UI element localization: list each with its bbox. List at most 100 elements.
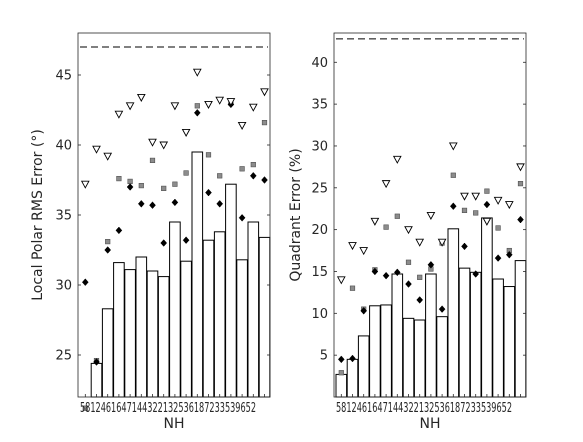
diamond-marker [81, 278, 89, 286]
y-axis-label: Quadrant Error (%) [288, 148, 304, 281]
triangle-marker [192, 68, 202, 77]
diamond-marker [505, 250, 513, 259]
diamond-marker [360, 307, 368, 315]
bar [369, 305, 381, 398]
square-marker [394, 213, 400, 219]
y-tick-label: 30 [311, 139, 328, 154]
triangle-marker [215, 96, 225, 105]
triangle-marker [493, 196, 503, 205]
chart-panel-2: 5 10 15 20 25 30 35 40 5812461647144322132536187… [288, 32, 527, 432]
diamond-marker [205, 188, 212, 197]
square-marker [205, 152, 212, 158]
triangle-marker [426, 211, 436, 220]
bar [402, 317, 415, 398]
square-marker [383, 224, 389, 230]
bar [447, 228, 460, 398]
square-marker [217, 173, 223, 179]
triangle-marker [103, 152, 113, 161]
bar [436, 316, 448, 398]
bar [469, 271, 482, 398]
x-tick-labels: 5812461647144322132536187233539652 [80, 401, 256, 416]
y-tick-label: 10 [311, 307, 328, 322]
diamond-marker [160, 239, 168, 247]
square-marker [473, 210, 479, 216]
x-tick-labels: 5812461647144322132536187233539652 [336, 401, 512, 416]
y-tick-label: 45 [55, 69, 72, 84]
bar [213, 231, 226, 398]
diamond-marker [93, 358, 100, 366]
bar [113, 262, 125, 398]
bar [101, 308, 114, 398]
y-tick-label: 5 [320, 349, 328, 364]
triangle-marker [148, 138, 157, 147]
square-marker [405, 259, 412, 265]
y-tick-label: 35 [55, 209, 72, 224]
diamond-marker [438, 305, 446, 313]
bar [335, 373, 348, 398]
y-tick-label: 40 [55, 139, 72, 154]
diamond-marker [261, 176, 268, 184]
bar [90, 362, 103, 398]
y-tick-label: 25 [55, 349, 72, 364]
diamond-marker [216, 200, 224, 208]
triangle-marker [114, 110, 124, 119]
square-marker [194, 103, 200, 109]
triangle-marker [80, 180, 90, 189]
bar [458, 267, 471, 398]
diamond-marker [461, 242, 468, 251]
diamond-marker [337, 355, 345, 364]
square-marker [450, 172, 456, 178]
x-axis-label: NH [420, 416, 441, 432]
square-marker [183, 170, 189, 176]
square-marker [116, 176, 122, 182]
diamond-marker [149, 201, 156, 209]
diamond-marker [193, 109, 201, 117]
x-axis-label: NH [164, 416, 185, 432]
bar [481, 217, 493, 398]
square-marker [495, 225, 501, 231]
triangle-marker [392, 155, 402, 164]
diamond-marker [238, 214, 246, 222]
triangle-marker [159, 141, 169, 150]
bar [425, 273, 437, 398]
diamond-marker [449, 202, 457, 210]
diamond-marker [126, 183, 134, 191]
triangle-marker [415, 238, 425, 247]
bar [492, 278, 504, 398]
triangle-marker [181, 128, 191, 137]
triangle-marker [125, 102, 135, 111]
bar [169, 221, 181, 398]
bar [380, 304, 392, 398]
triangle-marker [516, 163, 525, 172]
triangle-marker [437, 238, 447, 247]
y-tick-label: 40 [311, 56, 328, 71]
y-tick-label: 30 [55, 279, 72, 294]
bar [146, 270, 159, 398]
y-tick-label: 20 [311, 223, 328, 238]
bar [225, 183, 237, 398]
diamond-marker [115, 226, 123, 235]
triangle-marker [170, 102, 180, 111]
triangle-marker [336, 276, 346, 285]
square-marker [172, 181, 178, 187]
y-tick-label: 15 [311, 265, 328, 280]
triangle-marker [204, 100, 213, 109]
diamond-marker [349, 354, 356, 363]
triangle-marker [504, 201, 514, 210]
bar [514, 260, 527, 398]
axes-frame [333, 32, 527, 398]
triangle-marker [404, 226, 413, 235]
bar [258, 236, 271, 398]
square-marker [338, 370, 344, 376]
square-marker [461, 207, 468, 213]
triangle-marker [359, 247, 369, 256]
square-marker [149, 157, 156, 164]
bar [202, 239, 215, 398]
square-marker [161, 185, 167, 192]
bar [180, 260, 192, 398]
diamond-marker [427, 261, 435, 269]
square-marker [239, 166, 245, 172]
square-marker [250, 162, 256, 168]
diamond-marker [483, 200, 491, 209]
bar [135, 256, 148, 398]
